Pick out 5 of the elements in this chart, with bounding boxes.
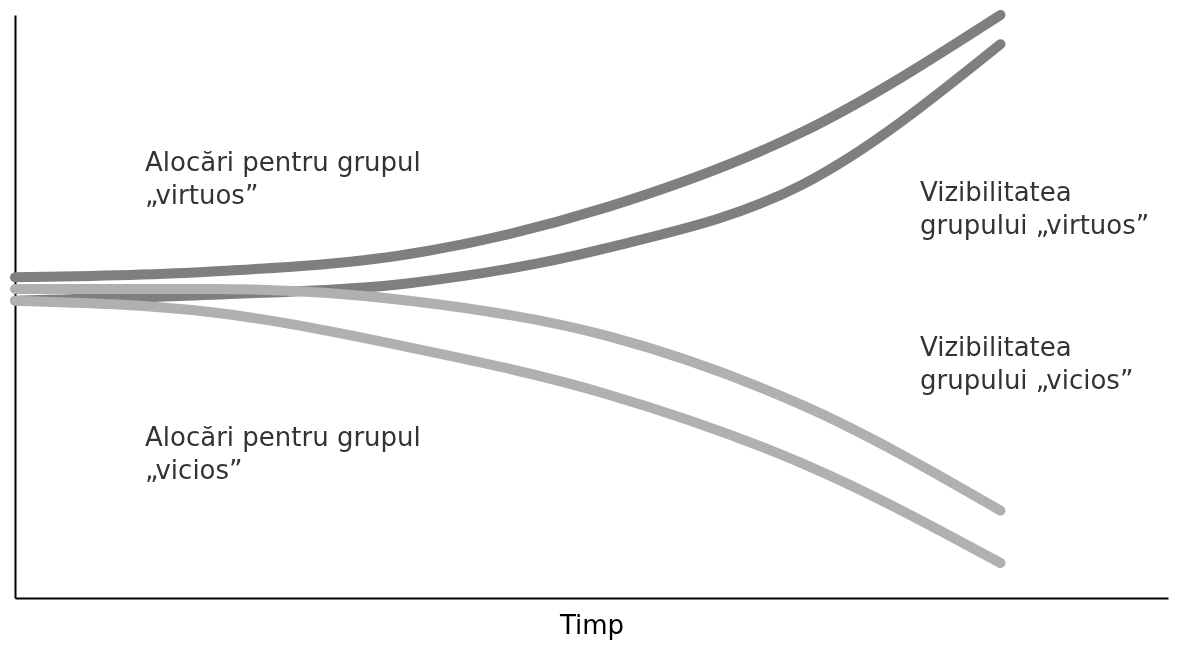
series-label: Alocări pentru grupul „virtuos” — [145, 147, 421, 210]
text: Vizibilitatea grupului „virtuos” — [920, 177, 1150, 240]
text: Alocări pentru grupul „vicios” — [145, 422, 421, 485]
text: Vizibilitatea grupului „vicios” — [920, 332, 1134, 395]
x-axis-title: Timp — [558, 609, 625, 640]
